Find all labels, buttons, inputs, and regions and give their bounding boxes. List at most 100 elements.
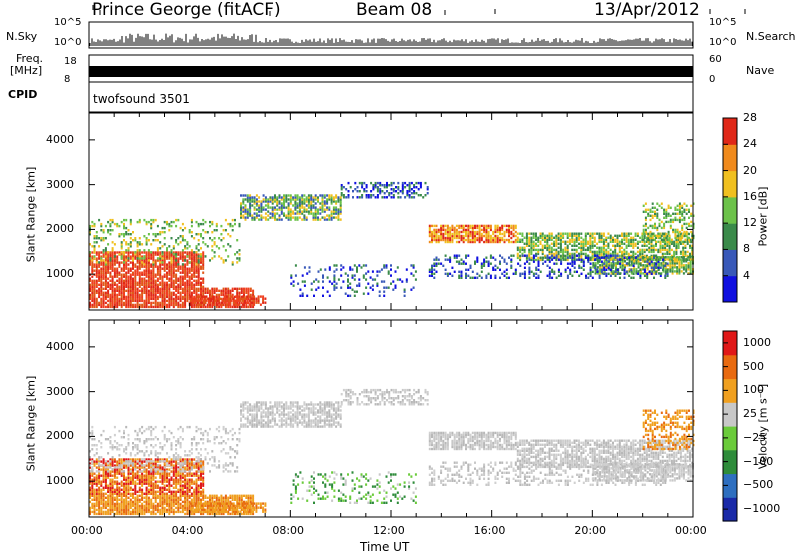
power-cell [476,236,479,240]
power-cell [312,214,315,217]
power-cell [596,266,599,269]
power-cell [204,291,207,294]
power-cell [194,301,197,304]
power-cell [100,269,103,272]
power-cell [442,224,445,228]
power-cell [335,286,338,289]
power-cell [181,301,184,305]
power-cell [123,265,125,268]
power-cell [215,287,218,290]
power-cell [553,270,556,273]
power-cell [562,258,565,261]
power-cell [689,270,692,273]
power-cell [156,295,159,299]
power-cell [546,236,549,239]
power-cell [125,251,128,254]
power-cell [202,285,205,288]
power-cell [170,301,173,305]
power-cell [150,226,153,230]
power-cell [550,248,553,252]
velocity-cell [95,494,98,497]
power-cell [141,257,144,260]
power-cell [347,196,350,199]
power-cell [118,261,121,264]
power-cell [172,297,175,301]
power-cell [193,269,196,272]
power-cell [630,232,633,235]
power-cell [189,301,192,304]
power-cell [152,297,155,301]
power-cell [238,257,241,260]
power-cell [143,285,146,288]
power-cell [132,267,134,270]
power-cell [630,244,633,247]
power-cell [672,212,675,215]
power-cell [612,272,615,275]
power-cell [499,232,501,236]
power-cell [362,274,365,277]
power-cell [280,202,283,205]
power-cell [204,231,207,234]
power-cell [113,251,116,254]
power-cell [449,226,452,230]
power-cell [688,216,690,219]
power-cell [322,294,324,297]
power-cell [566,234,569,237]
power-cell [580,246,583,249]
power-cell [152,267,155,270]
power-cell [95,241,98,244]
velocity-cell [98,508,101,512]
power-cell [328,208,331,211]
power-cell [394,286,397,289]
velocity-cell [113,498,116,501]
power-cell [673,264,676,267]
power-cell [241,299,244,302]
power-cell [127,297,130,301]
power-cell [95,269,98,272]
power-cell [603,266,606,269]
power-cell [612,244,614,247]
power-cell [289,218,292,221]
power-cell [188,271,191,274]
power-cell [184,305,187,309]
power-cell [249,299,252,303]
power-cell [544,234,546,237]
power-cell [102,239,105,242]
power-cell [186,259,189,262]
power-cell [145,265,148,268]
power-cell [460,226,463,230]
power-cell [652,244,655,247]
power-cell [172,305,175,309]
velocity-panel [88,319,695,518]
power-cell [446,238,449,242]
power-cell [663,210,666,213]
power-cell [580,242,583,245]
power-cell [485,232,488,236]
power-cell [632,250,635,254]
power-cell [378,270,381,273]
power-cell [449,258,452,261]
power-cell [641,254,644,258]
power-cell [467,236,470,240]
power-cell [658,236,661,240]
power-cell [623,236,626,239]
power-cell [378,294,381,297]
power-cell [600,248,603,252]
power-cell [647,234,650,238]
power-cell [170,279,173,282]
power-cell [431,224,433,228]
power-cell [557,268,560,271]
power-cell [143,269,146,272]
power-cell [614,254,617,257]
velocity-cell [125,506,128,510]
power-cell [161,255,164,258]
power-cell [440,236,443,240]
power-cell [683,210,686,213]
velocity-cell [109,506,112,510]
power-cell [632,252,635,256]
power-cell [172,265,175,268]
power-cell [560,272,563,275]
power-cell [222,245,225,248]
power-cell [141,289,144,292]
power-cell [532,272,535,275]
